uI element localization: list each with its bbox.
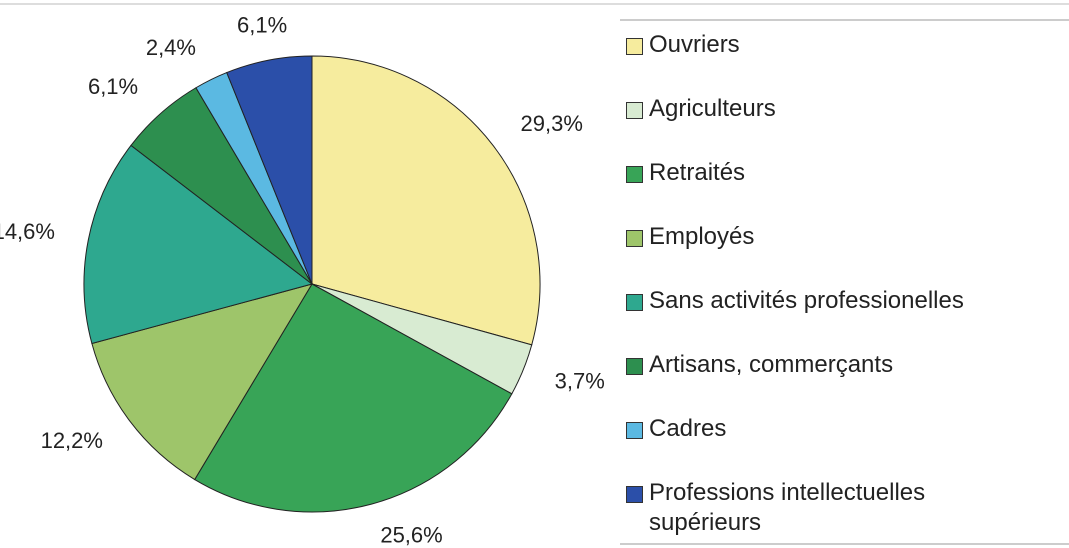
value-label: 3,7% [555, 369, 605, 394]
value-label: 25,6% [380, 523, 442, 548]
legend-item: Sans activités professionelles [626, 286, 1066, 350]
legend-item: Retraités [626, 158, 1066, 222]
legend-swatch [626, 358, 643, 375]
legend-swatch [626, 38, 643, 55]
value-label: 29,3% [521, 111, 583, 136]
legend-label: Retraités [649, 159, 746, 186]
legend: Ouvriers Agriculteurs Retraités Employés San… [626, 30, 1066, 542]
legend-item: Agriculteurs [626, 94, 1066, 158]
legend-swatch [626, 102, 643, 119]
legend-item: Employés [626, 222, 1066, 286]
value-label: 2,4% [146, 35, 196, 60]
value-label: 6,1% [237, 13, 287, 38]
pie-slice [83, 144, 314, 345]
value-label: 14,6% [0, 219, 55, 244]
legend-label: Ouvriers [649, 31, 740, 58]
legend-swatch [626, 486, 643, 503]
legend-label: Agriculteurs [649, 95, 776, 122]
legend-label: Sans activités professionelles [649, 287, 964, 314]
pie-slice [194, 283, 513, 513]
pie-slice [91, 283, 314, 481]
legend-swatch [626, 294, 643, 311]
legend-swatch [626, 166, 643, 183]
legend-item: Cadres [626, 414, 1066, 478]
value-label: 12,2% [41, 428, 103, 453]
legend-label: Professions intellectuelles supérieurs [649, 479, 926, 536]
legend-swatch [626, 230, 643, 247]
legend-item: Professions intellectuelles supérieurs [626, 478, 1066, 542]
legend-label: Employés [649, 223, 755, 250]
pie-slice [226, 55, 313, 285]
legend-item: Artisans, commerçants [626, 350, 1066, 414]
pie-slice [311, 55, 541, 346]
value-label: 6,1% [88, 74, 138, 99]
legend-label: Artisans, commerçants [649, 351, 894, 378]
legend-label: Cadres [649, 415, 727, 442]
legend-item: Ouvriers [626, 30, 1066, 94]
legend-swatch [626, 422, 643, 439]
